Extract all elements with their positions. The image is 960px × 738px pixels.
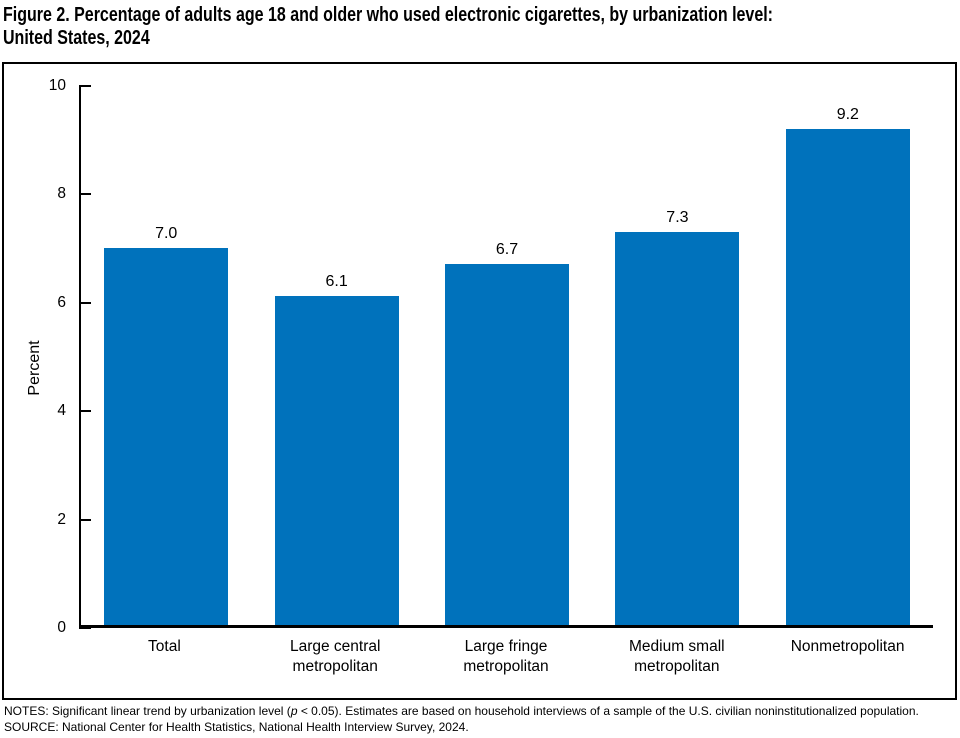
footnotes: NOTES: Significant linear trend by urban… (4, 703, 956, 735)
bar (785, 129, 910, 625)
y-tick-mark (79, 85, 91, 87)
bar-value-label: 7.3 (666, 209, 689, 226)
bar (445, 264, 570, 625)
figure-title-line2: United States, 2024 (3, 27, 150, 49)
plot-area: 7.0 6.1 6.7 7.3 9.2 (79, 86, 933, 628)
x-category-label: Total (148, 638, 181, 655)
bars-row: 7.0 6.1 6.7 7.3 9.2 (81, 86, 933, 625)
bar (274, 296, 399, 625)
bar (615, 232, 740, 625)
bar-slot: 9.2 (763, 86, 933, 625)
y-tick-mark (79, 193, 91, 196)
notes-text: NOTES: Significant linear trend by urban… (4, 704, 291, 718)
figure-title: Figure 2. Percentage of adults age 18 an… (3, 4, 773, 50)
x-category-label: Large central metropolitan (289, 638, 381, 675)
x-category-label: Large fringe metropolitan (463, 638, 549, 675)
notes-pvalue-italic: p (290, 704, 298, 718)
bar-slot: 6.7 (422, 86, 592, 625)
figure-title-line1: Figure 2. Percentage of adults age 18 an… (3, 4, 773, 26)
chart-frame: Percent 7.0 6.1 6.7 7.3 9.2 Total Large centr… (2, 62, 957, 700)
bar (104, 248, 229, 625)
y-tick-label: 10 (48, 77, 66, 94)
y-tick-mark (79, 301, 91, 304)
x-category-label: Medium small metropolitan (628, 638, 725, 675)
y-tick-mark (79, 627, 91, 629)
y-tick-mark (79, 410, 91, 413)
y-tick-label: 2 (57, 510, 66, 528)
y-tick-label: 6 (57, 293, 66, 311)
bar-slot: 6.1 (251, 86, 421, 625)
x-category-label: Nonmetropolitan (790, 638, 905, 655)
y-tick-label: 8 (57, 185, 66, 203)
bar-value-label: 6.1 (325, 273, 348, 290)
x-axis-category-labels: Total Large central metropolitan Large fri… (79, 637, 933, 677)
bar-value-label: 9.2 (836, 106, 859, 123)
bar-value-label: 6.7 (495, 241, 519, 258)
y-tick-label: 4 (57, 402, 66, 420)
bar-slot: 7.3 (592, 86, 762, 625)
y-tick-label: 0 (57, 619, 66, 636)
notes-line: NOTES: Significant linear trend by urban… (4, 703, 956, 719)
notes-text-cont: < 0.05). Estimates are based on househol… (297, 704, 919, 718)
bar-value-label: 7.0 (155, 225, 178, 242)
bar-slot: 7.0 (81, 86, 251, 625)
source-line: SOURCE: National Center for Health Stati… (4, 720, 469, 734)
y-tick-mark (79, 518, 91, 521)
